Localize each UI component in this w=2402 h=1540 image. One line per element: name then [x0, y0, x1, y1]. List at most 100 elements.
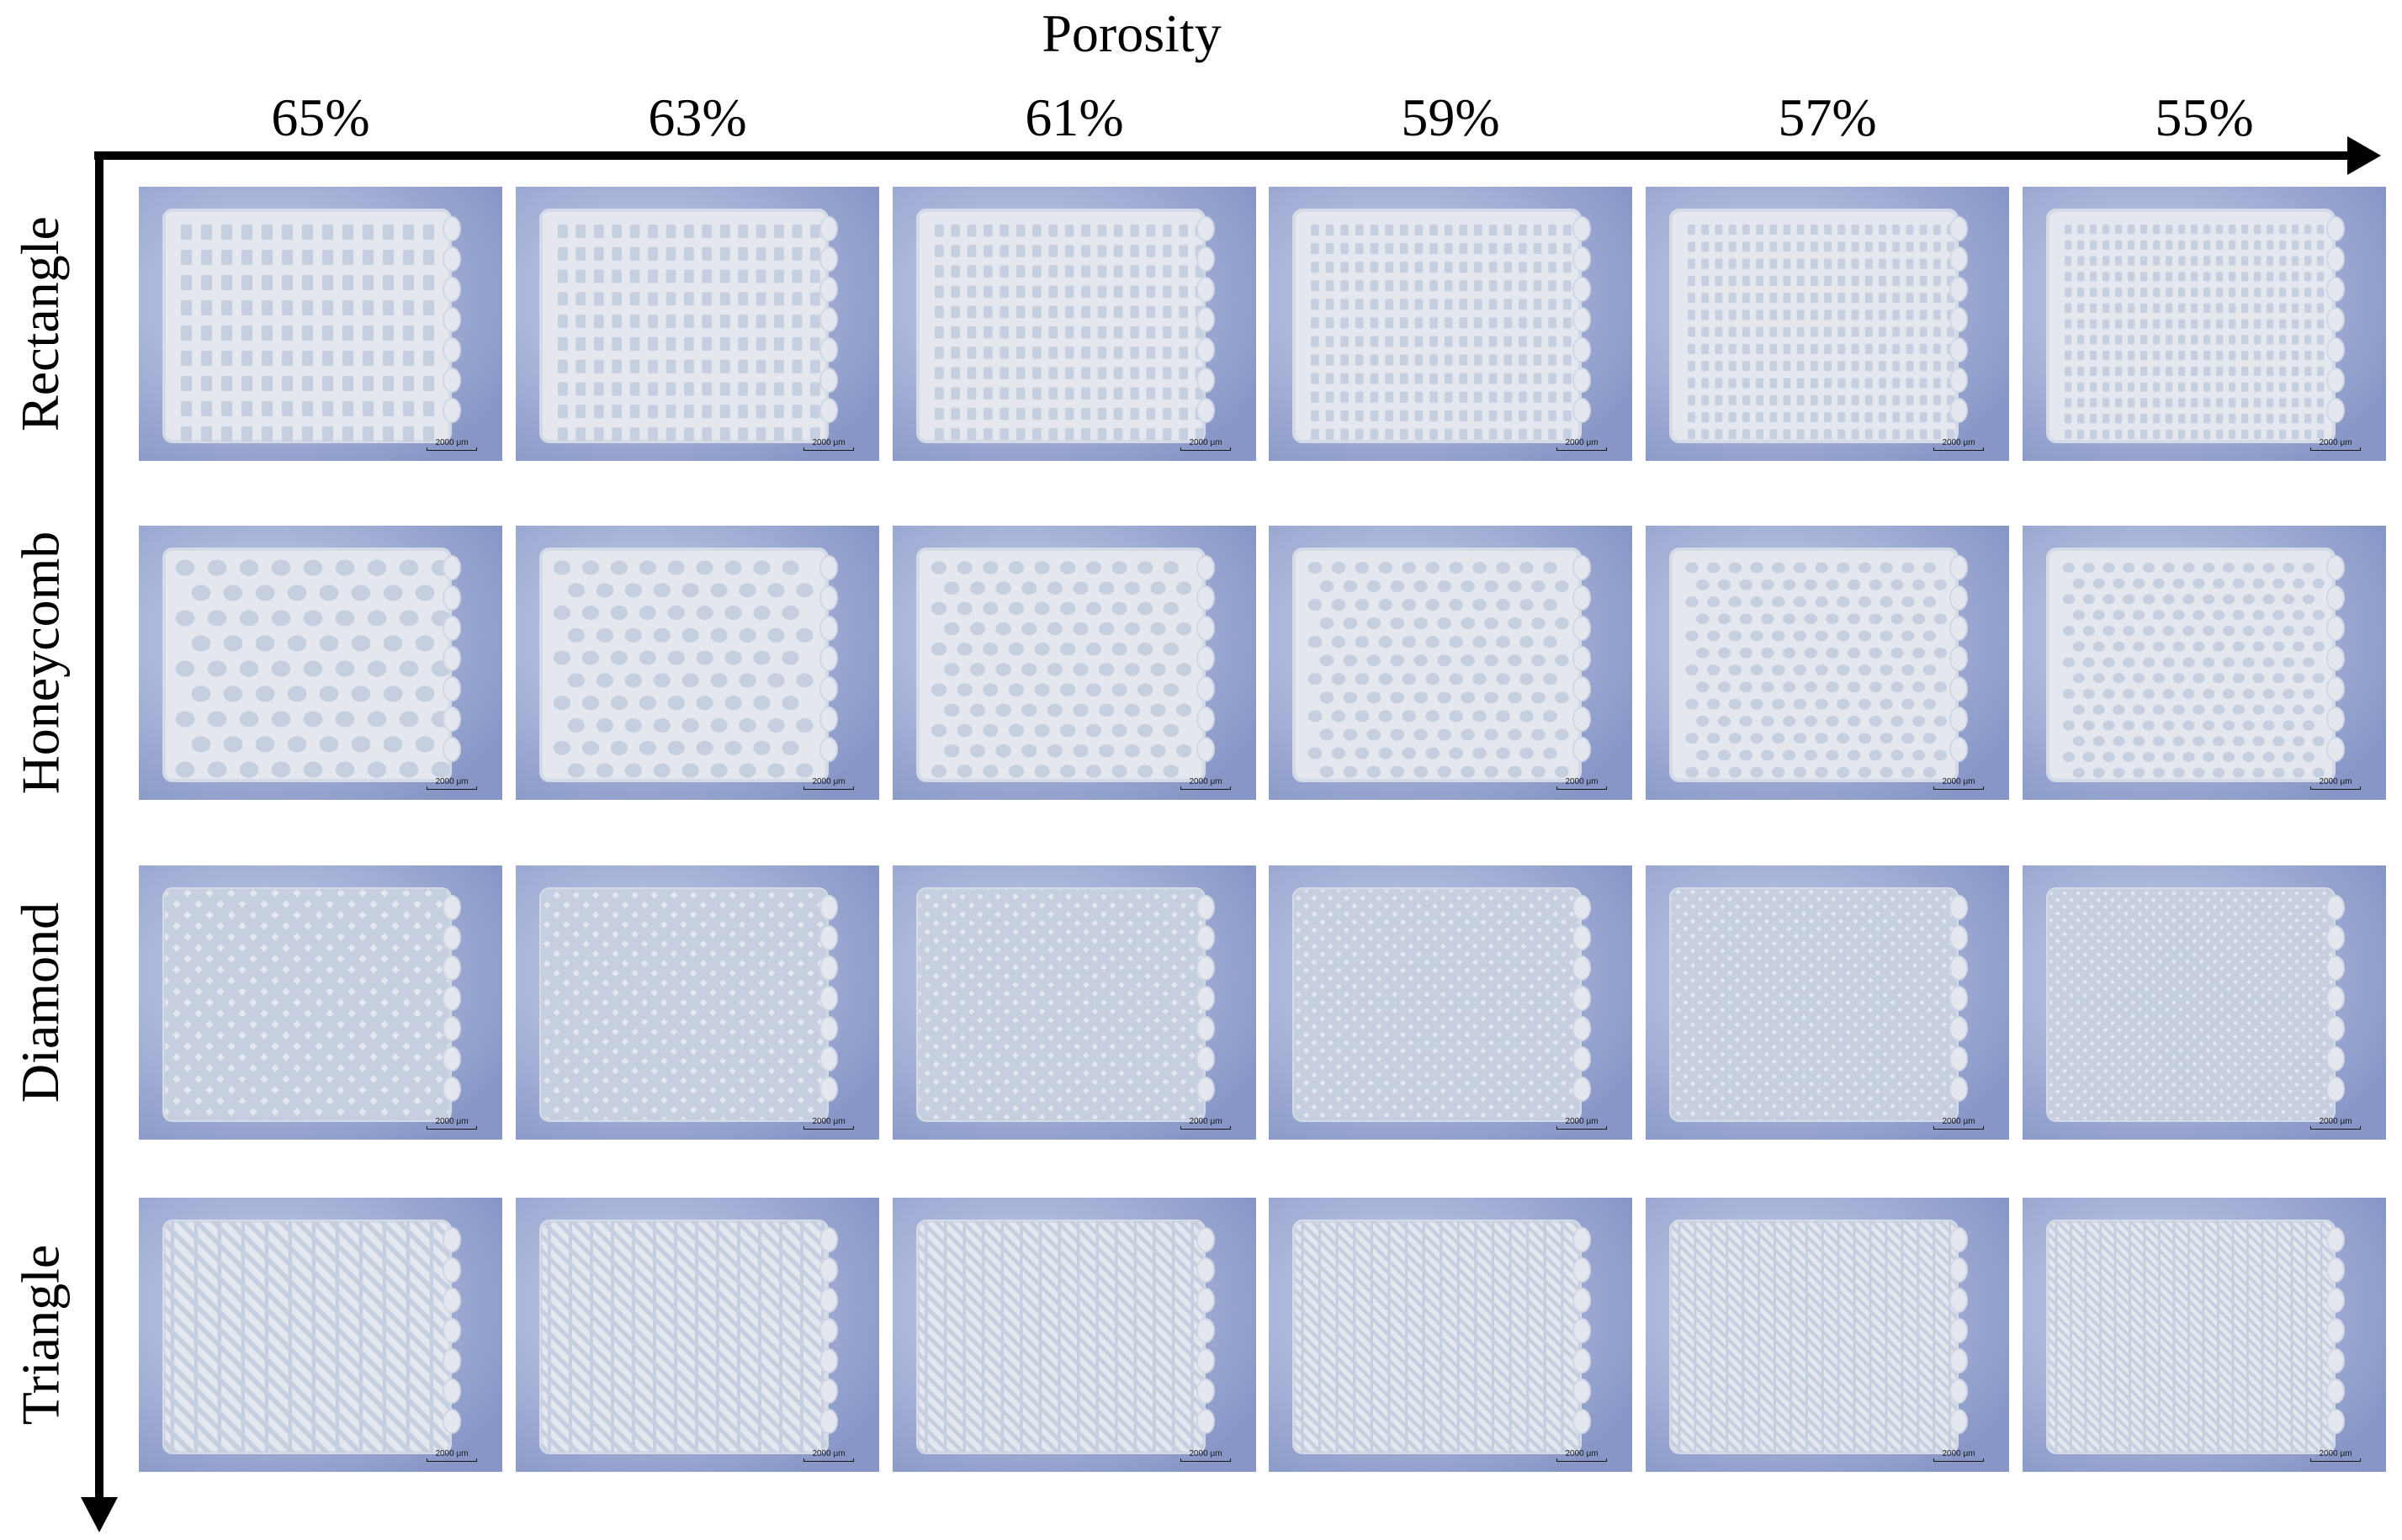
scale-bar: 2000 μm	[803, 778, 854, 790]
micrograph-rectangle-65: 2000 μm	[139, 187, 502, 461]
pore-pattern	[1307, 561, 1569, 778]
scale-bar: 2000 μm	[427, 778, 477, 790]
scale-bar: 2000 μm	[2310, 1118, 2361, 1130]
scaffold-image	[139, 187, 502, 461]
scaffold-image	[893, 187, 1256, 461]
scaffold-image	[139, 865, 502, 1140]
micrograph-triangle-65: 2000 μm	[139, 1198, 502, 1472]
micrograph-rectangle-63: 2000 μm	[516, 187, 879, 461]
scale-bar: 2000 μm	[1556, 778, 1607, 790]
scale-bar: 2000 μm	[1933, 778, 1984, 790]
scale-bar: 2000 μm	[1933, 439, 1984, 451]
micrograph-honeycomb-59: 2000 μm	[1269, 526, 1632, 800]
micrograph-honeycomb-57: 2000 μm	[1646, 526, 2009, 800]
pattern-axis-arrowhead	[81, 1497, 118, 1532]
scaffold-image	[1646, 526, 2009, 800]
scale-bar: 2000 μm	[1180, 778, 1231, 790]
pore-pattern	[2065, 225, 2325, 439]
scaffold-image	[516, 1198, 879, 1472]
scaffold-image	[893, 526, 1256, 800]
pore-pattern	[918, 1221, 1204, 1453]
pore-pattern	[558, 225, 820, 442]
pattern-label-rectangle: Rectangle	[0, 147, 81, 500]
scaffold-image	[1269, 865, 1632, 1140]
pore-pattern	[1294, 1221, 1580, 1453]
scaffold-image	[139, 526, 502, 800]
scale-bar: 2000 μm	[2310, 778, 2361, 790]
pattern-label-text: Triangle	[10, 1244, 70, 1426]
micrograph-diamond-59: 2000 μm	[1269, 865, 1632, 1140]
micrograph-rectangle-61: 2000 μm	[893, 187, 1256, 461]
micrograph-honeycomb-61: 2000 μm	[893, 526, 1256, 800]
micrograph-honeycomb-63: 2000 μm	[516, 526, 879, 800]
scaffold-image	[2023, 187, 2386, 461]
scale-bar: 2000 μm	[1933, 1450, 1984, 1462]
porosity-label-63: 63%	[648, 87, 747, 147]
micrograph-rectangle-55: 2000 μm	[2023, 187, 2386, 461]
porosity-label-65: 65%	[271, 87, 370, 147]
scaffold-image	[1646, 1198, 2009, 1472]
micrograph-triangle-55: 2000 μm	[2023, 1198, 2386, 1472]
pattern-label-text: Honeycomb	[10, 531, 70, 795]
pore-pattern	[1294, 889, 1580, 1120]
pore-pattern	[1685, 562, 1947, 778]
scaffold-image	[2023, 526, 2386, 800]
pattern-label-honeycomb: Honeycomb	[0, 486, 81, 839]
scaffold-image	[1646, 187, 2009, 461]
micrograph-rectangle-57: 2000 μm	[1646, 187, 2009, 461]
micrograph-diamond-65: 2000 μm	[139, 865, 502, 1140]
micrograph-diamond-57: 2000 μm	[1646, 865, 2009, 1140]
pore-pattern	[164, 889, 450, 1120]
pore-pattern	[2062, 563, 2325, 778]
micrograph-honeycomb-65: 2000 μm	[139, 526, 502, 800]
pore-pattern	[931, 561, 1192, 778]
pore-pattern	[1311, 225, 1572, 440]
pattern-label-text: Rectangle	[10, 216, 70, 431]
micrograph-diamond-55: 2000 μm	[2023, 865, 2386, 1140]
pore-pattern	[2048, 889, 2334, 1120]
pore-pattern	[1688, 225, 1955, 440]
scaffold-image	[516, 187, 879, 461]
scaffold-image	[1269, 187, 1632, 461]
scale-bar: 2000 μm	[427, 1118, 477, 1130]
pore-pattern	[181, 225, 435, 442]
scale-bar: 2000 μm	[2310, 439, 2361, 451]
scale-bar: 2000 μm	[803, 1118, 854, 1130]
scale-bar: 2000 μm	[427, 1450, 477, 1462]
micrograph-triangle-61: 2000 μm	[893, 1198, 1256, 1472]
scale-bar: 2000 μm	[803, 439, 854, 451]
porosity-axis-title: Porosity	[1042, 3, 1222, 63]
porosity-label-57: 57%	[1778, 87, 1877, 147]
micrograph-rectangle-59: 2000 μm	[1269, 187, 1632, 461]
scale-bar: 2000 μm	[1180, 1118, 1231, 1130]
micrograph-diamond-61: 2000 μm	[893, 865, 1256, 1140]
scaffold-image	[139, 1198, 502, 1472]
scaffold-image	[893, 1198, 1256, 1472]
scaffold-image	[516, 865, 879, 1140]
scale-bar: 2000 μm	[2310, 1450, 2361, 1462]
scale-bar: 2000 μm	[1556, 1450, 1607, 1462]
scaffold-image	[1646, 865, 2009, 1140]
pore-pattern	[541, 889, 827, 1120]
micrograph-triangle-63: 2000 μm	[516, 1198, 879, 1472]
scale-bar: 2000 μm	[427, 439, 477, 451]
pore-pattern	[541, 1221, 827, 1453]
scale-bar: 2000 μm	[1180, 1450, 1231, 1462]
porosity-axis-arrowhead	[2347, 136, 2381, 175]
scaffold-image	[893, 865, 1256, 1140]
pore-pattern	[164, 1221, 450, 1453]
pattern-label-text: Diamond	[10, 902, 70, 1103]
porosity-label-61: 61%	[1025, 87, 1124, 147]
scaffold-body	[916, 209, 1206, 443]
pattern-label-triangle: Triangle	[0, 1158, 81, 1511]
micrograph-triangle-57: 2000 μm	[1646, 1198, 2009, 1472]
micrograph-diamond-63: 2000 μm	[516, 865, 879, 1140]
scaffold-image	[2023, 865, 2386, 1140]
scale-bar: 2000 μm	[1556, 439, 1607, 451]
micrograph-triangle-59: 2000 μm	[1269, 1198, 1632, 1472]
pattern-label-diamond: Diamond	[0, 826, 81, 1179]
scaffold-image	[2023, 1198, 2386, 1472]
scaffold-image	[516, 526, 879, 800]
scale-bar: 2000 μm	[1933, 1118, 1984, 1130]
